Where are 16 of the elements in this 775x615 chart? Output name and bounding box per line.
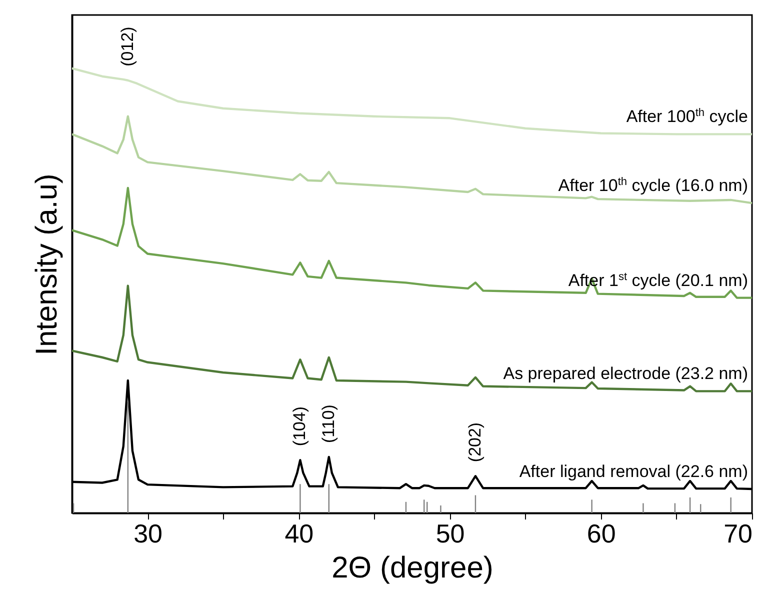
annotation: (202) bbox=[465, 422, 484, 462]
x-tick-label: 70 bbox=[724, 518, 752, 548]
x-tick-label: 40 bbox=[284, 518, 314, 548]
x-tick-label: 60 bbox=[586, 518, 616, 548]
series-label: After 100$^{th}$ cycle bbox=[626, 107, 748, 126]
x-tick-label: 30 bbox=[134, 518, 163, 548]
series-label: After 1$^{st}$ cycle (20.1 nm) bbox=[568, 270, 748, 290]
y-axis-title: Intensity (a.u) bbox=[30, 174, 64, 356]
annotation: (012) bbox=[118, 26, 137, 66]
x-tick-label: 50 bbox=[436, 518, 465, 548]
annotation: (104) bbox=[290, 406, 310, 446]
annotation: (110) bbox=[318, 404, 338, 443]
series-label: After ligand removal (22.6 nm) bbox=[519, 462, 748, 481]
x-axis-title: 2Θ (degree) bbox=[332, 552, 494, 584]
series-label: After 10$^{th}$ cycle (16.0 nm) bbox=[558, 176, 748, 196]
series-label: As prepared electrode (23.2 nm) bbox=[503, 364, 748, 384]
